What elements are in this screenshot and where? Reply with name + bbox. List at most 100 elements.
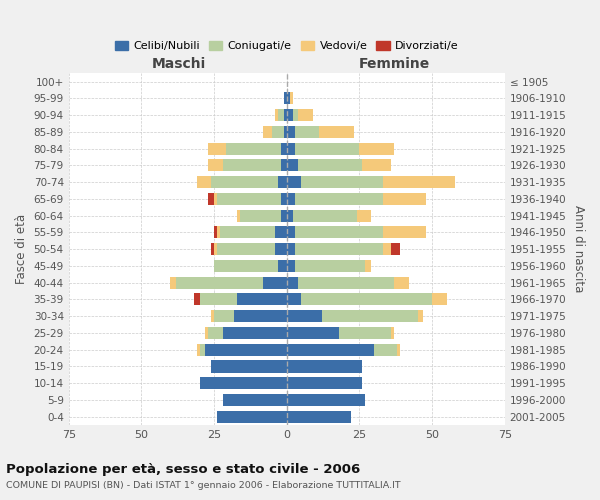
Bar (287, 226, 295, 238)
Bar (170, 276, 176, 288)
Bar (278, 176, 287, 188)
Bar (365, 260, 371, 272)
Bar (214, 260, 278, 272)
Bar (287, 160, 298, 172)
Bar (391, 327, 394, 339)
Bar (208, 327, 223, 339)
Bar (275, 109, 278, 121)
Bar (217, 226, 220, 238)
Bar (176, 276, 263, 288)
Bar (281, 193, 287, 205)
Bar (211, 176, 278, 188)
Legend: Celibi/Nubili, Coniugati/e, Vedovi/e, Divorziati/e: Celibi/Nubili, Coniugati/e, Vedovi/e, Di… (110, 36, 463, 56)
Bar (287, 410, 351, 423)
Bar (287, 193, 295, 205)
Bar (298, 160, 362, 172)
Bar (226, 142, 281, 154)
Bar (295, 260, 365, 272)
Text: Maschi: Maschi (152, 58, 206, 71)
Bar (214, 310, 235, 322)
Bar (263, 276, 287, 288)
Bar (287, 126, 295, 138)
Bar (240, 210, 281, 222)
Bar (295, 226, 383, 238)
Bar (287, 210, 293, 222)
Bar (197, 344, 200, 355)
Bar (214, 226, 217, 238)
Bar (205, 344, 287, 355)
Bar (272, 126, 284, 138)
Bar (281, 210, 287, 222)
Bar (295, 142, 359, 154)
Y-axis label: Anni di nascita: Anni di nascita (572, 206, 585, 293)
Bar (290, 92, 293, 104)
Bar (287, 176, 301, 188)
Bar (383, 193, 427, 205)
Bar (359, 142, 394, 154)
Bar (235, 310, 287, 322)
Bar (391, 243, 400, 255)
Bar (284, 126, 287, 138)
Bar (293, 210, 356, 222)
Bar (287, 394, 365, 406)
Text: Popolazione per età, sesso e stato civile - 2006: Popolazione per età, sesso e stato civil… (6, 462, 360, 475)
Bar (211, 310, 214, 322)
Bar (298, 276, 394, 288)
Bar (298, 109, 313, 121)
Bar (287, 243, 295, 255)
Bar (223, 327, 287, 339)
Bar (278, 260, 287, 272)
Text: Femmine: Femmine (359, 58, 430, 71)
Bar (295, 243, 383, 255)
Bar (287, 92, 290, 104)
Bar (284, 109, 287, 121)
Bar (287, 109, 293, 121)
Bar (211, 360, 287, 372)
Bar (394, 276, 409, 288)
Bar (217, 410, 287, 423)
Bar (362, 160, 391, 172)
Bar (194, 294, 200, 306)
Bar (432, 294, 446, 306)
Bar (223, 160, 281, 172)
Bar (287, 276, 298, 288)
Bar (374, 344, 397, 355)
Bar (238, 210, 240, 222)
Bar (208, 160, 223, 172)
Bar (281, 160, 287, 172)
Y-axis label: Fasce di età: Fasce di età (15, 214, 28, 284)
Bar (295, 193, 383, 205)
Bar (301, 176, 383, 188)
Bar (223, 394, 287, 406)
Bar (287, 260, 295, 272)
Bar (322, 310, 418, 322)
Bar (275, 243, 287, 255)
Bar (383, 226, 427, 238)
Bar (208, 193, 214, 205)
Bar (238, 294, 287, 306)
Bar (284, 92, 287, 104)
Bar (287, 142, 295, 154)
Bar (205, 327, 208, 339)
Bar (214, 243, 217, 255)
Bar (339, 327, 391, 339)
Bar (200, 344, 205, 355)
Bar (275, 226, 287, 238)
Bar (197, 176, 211, 188)
Text: COMUNE DI PAUPISI (BN) - Dati ISTAT 1° gennaio 2006 - Elaborazione TUTTITALIA.IT: COMUNE DI PAUPISI (BN) - Dati ISTAT 1° g… (6, 481, 401, 490)
Bar (287, 310, 322, 322)
Bar (356, 210, 371, 222)
Bar (200, 377, 287, 390)
Bar (287, 344, 374, 355)
Bar (287, 360, 362, 372)
Bar (200, 294, 238, 306)
Bar (287, 327, 339, 339)
Bar (293, 109, 298, 121)
Bar (214, 193, 217, 205)
Bar (383, 243, 391, 255)
Bar (263, 126, 272, 138)
Bar (319, 126, 353, 138)
Bar (211, 243, 214, 255)
Bar (217, 193, 281, 205)
Bar (208, 142, 226, 154)
